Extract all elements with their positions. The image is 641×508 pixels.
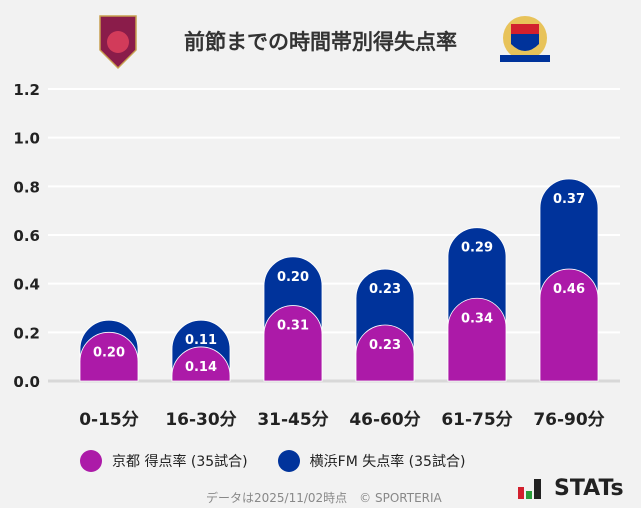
bar-kyoto bbox=[447, 297, 507, 382]
legend-label-kyoto: 京都 得点率 (35試合) bbox=[112, 454, 248, 470]
yokohama-logo bbox=[500, 16, 550, 62]
stacked-bar-chart: 0.0 0.2 0.4 0.6 0.8 1.0 1.2 0.20 0-15分 0.14 0.11 16… bbox=[13, 81, 620, 430]
data-label-kyoto: 0.46 bbox=[553, 282, 585, 297]
legend-label-yokohama: 横浜FM 失点率 (35試合) bbox=[309, 454, 466, 470]
data-label-yokohama: 0.11 bbox=[185, 333, 217, 348]
kyoto-logo bbox=[99, 15, 137, 70]
data-label-kyoto: 0.14 bbox=[185, 360, 217, 375]
data-label-yokohama: 0.23 bbox=[369, 282, 401, 297]
y-tick-label: 0.6 bbox=[13, 227, 40, 245]
team-logos bbox=[99, 15, 550, 70]
y-tick-label: 0.4 bbox=[13, 276, 40, 294]
y-tick-label: 0.0 bbox=[13, 373, 40, 391]
data-label-kyoto: 0.23 bbox=[369, 338, 401, 353]
data-label-kyoto: 0.31 bbox=[277, 319, 309, 334]
y-tick-label: 0.8 bbox=[13, 178, 40, 196]
stats-logo: STATs bbox=[518, 476, 624, 501]
data-label-kyoto: 0.20 bbox=[93, 345, 125, 360]
y-tick-label: 0.2 bbox=[13, 324, 40, 342]
x-tick-label: 76-90分 bbox=[533, 410, 604, 430]
bar-kyoto bbox=[263, 305, 323, 382]
x-tick-label: 0-15分 bbox=[79, 410, 139, 430]
x-tick-label: 31-45分 bbox=[257, 410, 328, 430]
chart-title: 前節までの時間帯別得失点率 bbox=[184, 30, 457, 54]
y-tick-label: 1.2 bbox=[13, 81, 40, 99]
data-label-kyoto: 0.34 bbox=[461, 311, 493, 326]
x-tick-label: 61-75分 bbox=[441, 410, 512, 430]
legend: 京都 得点率 (35試合) 横浜FM 失点率 (35試合) bbox=[80, 450, 465, 472]
footer-note: データは2025/11/02時点 © SPORTERIA bbox=[206, 491, 442, 505]
bar-kyoto bbox=[355, 324, 415, 382]
x-tick-label: 46-60分 bbox=[349, 410, 420, 430]
data-label-yokohama: 0.37 bbox=[553, 192, 585, 207]
legend-swatch-kyoto bbox=[80, 450, 102, 472]
x-tick-label: 16-30分 bbox=[165, 410, 236, 430]
stats-bars-icon bbox=[518, 478, 541, 499]
bar-kyoto bbox=[79, 332, 139, 382]
data-label-yokohama: 0.20 bbox=[277, 270, 309, 285]
bar-kyoto bbox=[171, 346, 231, 382]
legend-swatch-yokohama bbox=[277, 450, 300, 472]
bar-kyoto bbox=[539, 268, 599, 382]
y-tick-label: 1.0 bbox=[13, 130, 40, 148]
data-label-yokohama: 0.29 bbox=[461, 241, 493, 256]
